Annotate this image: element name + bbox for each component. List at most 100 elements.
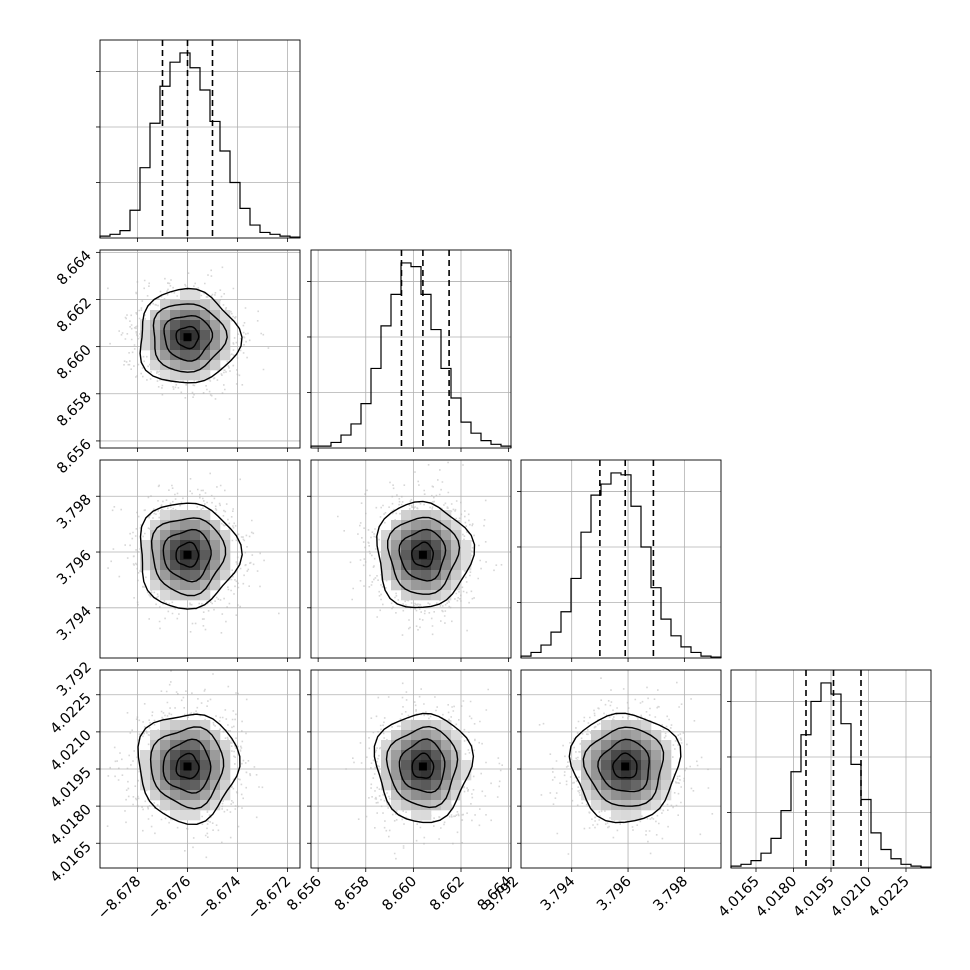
density-cell bbox=[651, 760, 662, 771]
density-cell bbox=[220, 570, 231, 581]
density-cell bbox=[411, 540, 422, 551]
density-cell bbox=[150, 520, 161, 531]
density-cell bbox=[401, 540, 412, 551]
density-cell bbox=[190, 810, 201, 821]
density-cell bbox=[601, 760, 612, 771]
density-cell bbox=[180, 530, 191, 541]
density-cell bbox=[381, 560, 392, 571]
density-cell bbox=[431, 570, 442, 581]
panel-2-0 bbox=[96, 459, 301, 662]
panel-2-2 bbox=[517, 459, 722, 662]
density-cell bbox=[641, 790, 652, 801]
density-cell bbox=[210, 340, 221, 351]
density-cell bbox=[421, 720, 432, 731]
density-cell bbox=[461, 560, 472, 571]
density-cell bbox=[140, 550, 151, 561]
contour-line bbox=[411, 541, 435, 568]
x-tick-label: 4.0195 bbox=[791, 874, 838, 921]
x-tick-label: −8.672 bbox=[245, 874, 294, 923]
density-cell bbox=[421, 530, 432, 541]
contour-line bbox=[139, 287, 243, 384]
density-cell bbox=[441, 530, 452, 541]
density-cell bbox=[180, 580, 191, 591]
density-cell bbox=[411, 530, 422, 541]
density-cell bbox=[180, 360, 191, 371]
density-cell bbox=[180, 800, 191, 811]
density-cell bbox=[180, 720, 191, 731]
density-cell bbox=[200, 760, 211, 771]
density-cell bbox=[150, 310, 161, 321]
y-tick-label: 8.664 bbox=[54, 248, 95, 289]
density-cell bbox=[581, 780, 592, 791]
x-tick-label: 8.656 bbox=[284, 874, 325, 915]
density-cell bbox=[180, 290, 191, 301]
density-cell bbox=[421, 560, 432, 571]
contour-line bbox=[152, 303, 228, 373]
density-cell bbox=[150, 750, 161, 761]
density-cell bbox=[651, 730, 662, 741]
density-cell bbox=[601, 750, 612, 761]
density-cell bbox=[200, 350, 211, 361]
density-cell bbox=[601, 740, 612, 751]
contour-line bbox=[162, 738, 212, 794]
density-cell bbox=[641, 770, 652, 781]
density-cell bbox=[391, 550, 402, 561]
density-cell bbox=[210, 520, 221, 531]
density-cell bbox=[401, 750, 412, 761]
y-tick-label: 3.794 bbox=[54, 603, 95, 644]
x-tick-label: 3.794 bbox=[538, 874, 579, 915]
density-cell bbox=[441, 520, 452, 531]
density-cell bbox=[431, 580, 442, 591]
density-cell bbox=[631, 730, 642, 741]
density-cell bbox=[220, 750, 231, 761]
density-cell bbox=[401, 510, 412, 521]
density-cell bbox=[180, 340, 191, 351]
density-cell bbox=[220, 350, 231, 361]
density-cell bbox=[441, 730, 452, 741]
density-cell bbox=[170, 580, 181, 591]
contour-line bbox=[175, 752, 200, 780]
density-cell bbox=[180, 780, 191, 791]
panel-frame bbox=[310, 459, 512, 659]
density-cell bbox=[200, 540, 211, 551]
density-cell bbox=[421, 730, 432, 741]
density-cell bbox=[651, 780, 662, 791]
density-cell bbox=[210, 800, 221, 811]
density-peak bbox=[418, 762, 427, 771]
density-cell bbox=[421, 520, 432, 531]
density-cell bbox=[190, 320, 201, 331]
density-cell bbox=[411, 570, 422, 581]
density-cell bbox=[401, 550, 412, 561]
density-cell bbox=[661, 790, 672, 801]
density-cell bbox=[651, 750, 662, 761]
x-tick-label: 4.0225 bbox=[866, 874, 913, 921]
density-cell bbox=[170, 510, 181, 521]
density-cell bbox=[190, 580, 201, 591]
density-cell bbox=[180, 370, 191, 381]
density-cell bbox=[160, 520, 171, 531]
x-tick-label: 8.658 bbox=[332, 874, 373, 915]
density-cell bbox=[170, 760, 181, 771]
density-cell bbox=[571, 760, 582, 771]
density-cell bbox=[411, 740, 422, 751]
density-cell bbox=[421, 780, 432, 791]
density-cell bbox=[220, 760, 231, 771]
density-cell bbox=[180, 740, 191, 751]
density-cell bbox=[160, 550, 171, 561]
density-cell bbox=[451, 520, 462, 531]
density-cell bbox=[411, 750, 422, 761]
density-cell bbox=[170, 740, 181, 751]
density-cell bbox=[150, 550, 161, 561]
density-cell bbox=[190, 800, 201, 811]
density-cell bbox=[431, 780, 442, 791]
density-cell bbox=[401, 590, 412, 601]
density-cell bbox=[220, 320, 231, 331]
density-cell bbox=[180, 300, 191, 311]
density-cell bbox=[391, 730, 402, 741]
contour-line bbox=[373, 712, 475, 824]
panel-0-0 bbox=[96, 39, 301, 242]
density-cell bbox=[190, 720, 201, 731]
density-cell bbox=[431, 590, 442, 601]
density-cell bbox=[210, 320, 221, 331]
